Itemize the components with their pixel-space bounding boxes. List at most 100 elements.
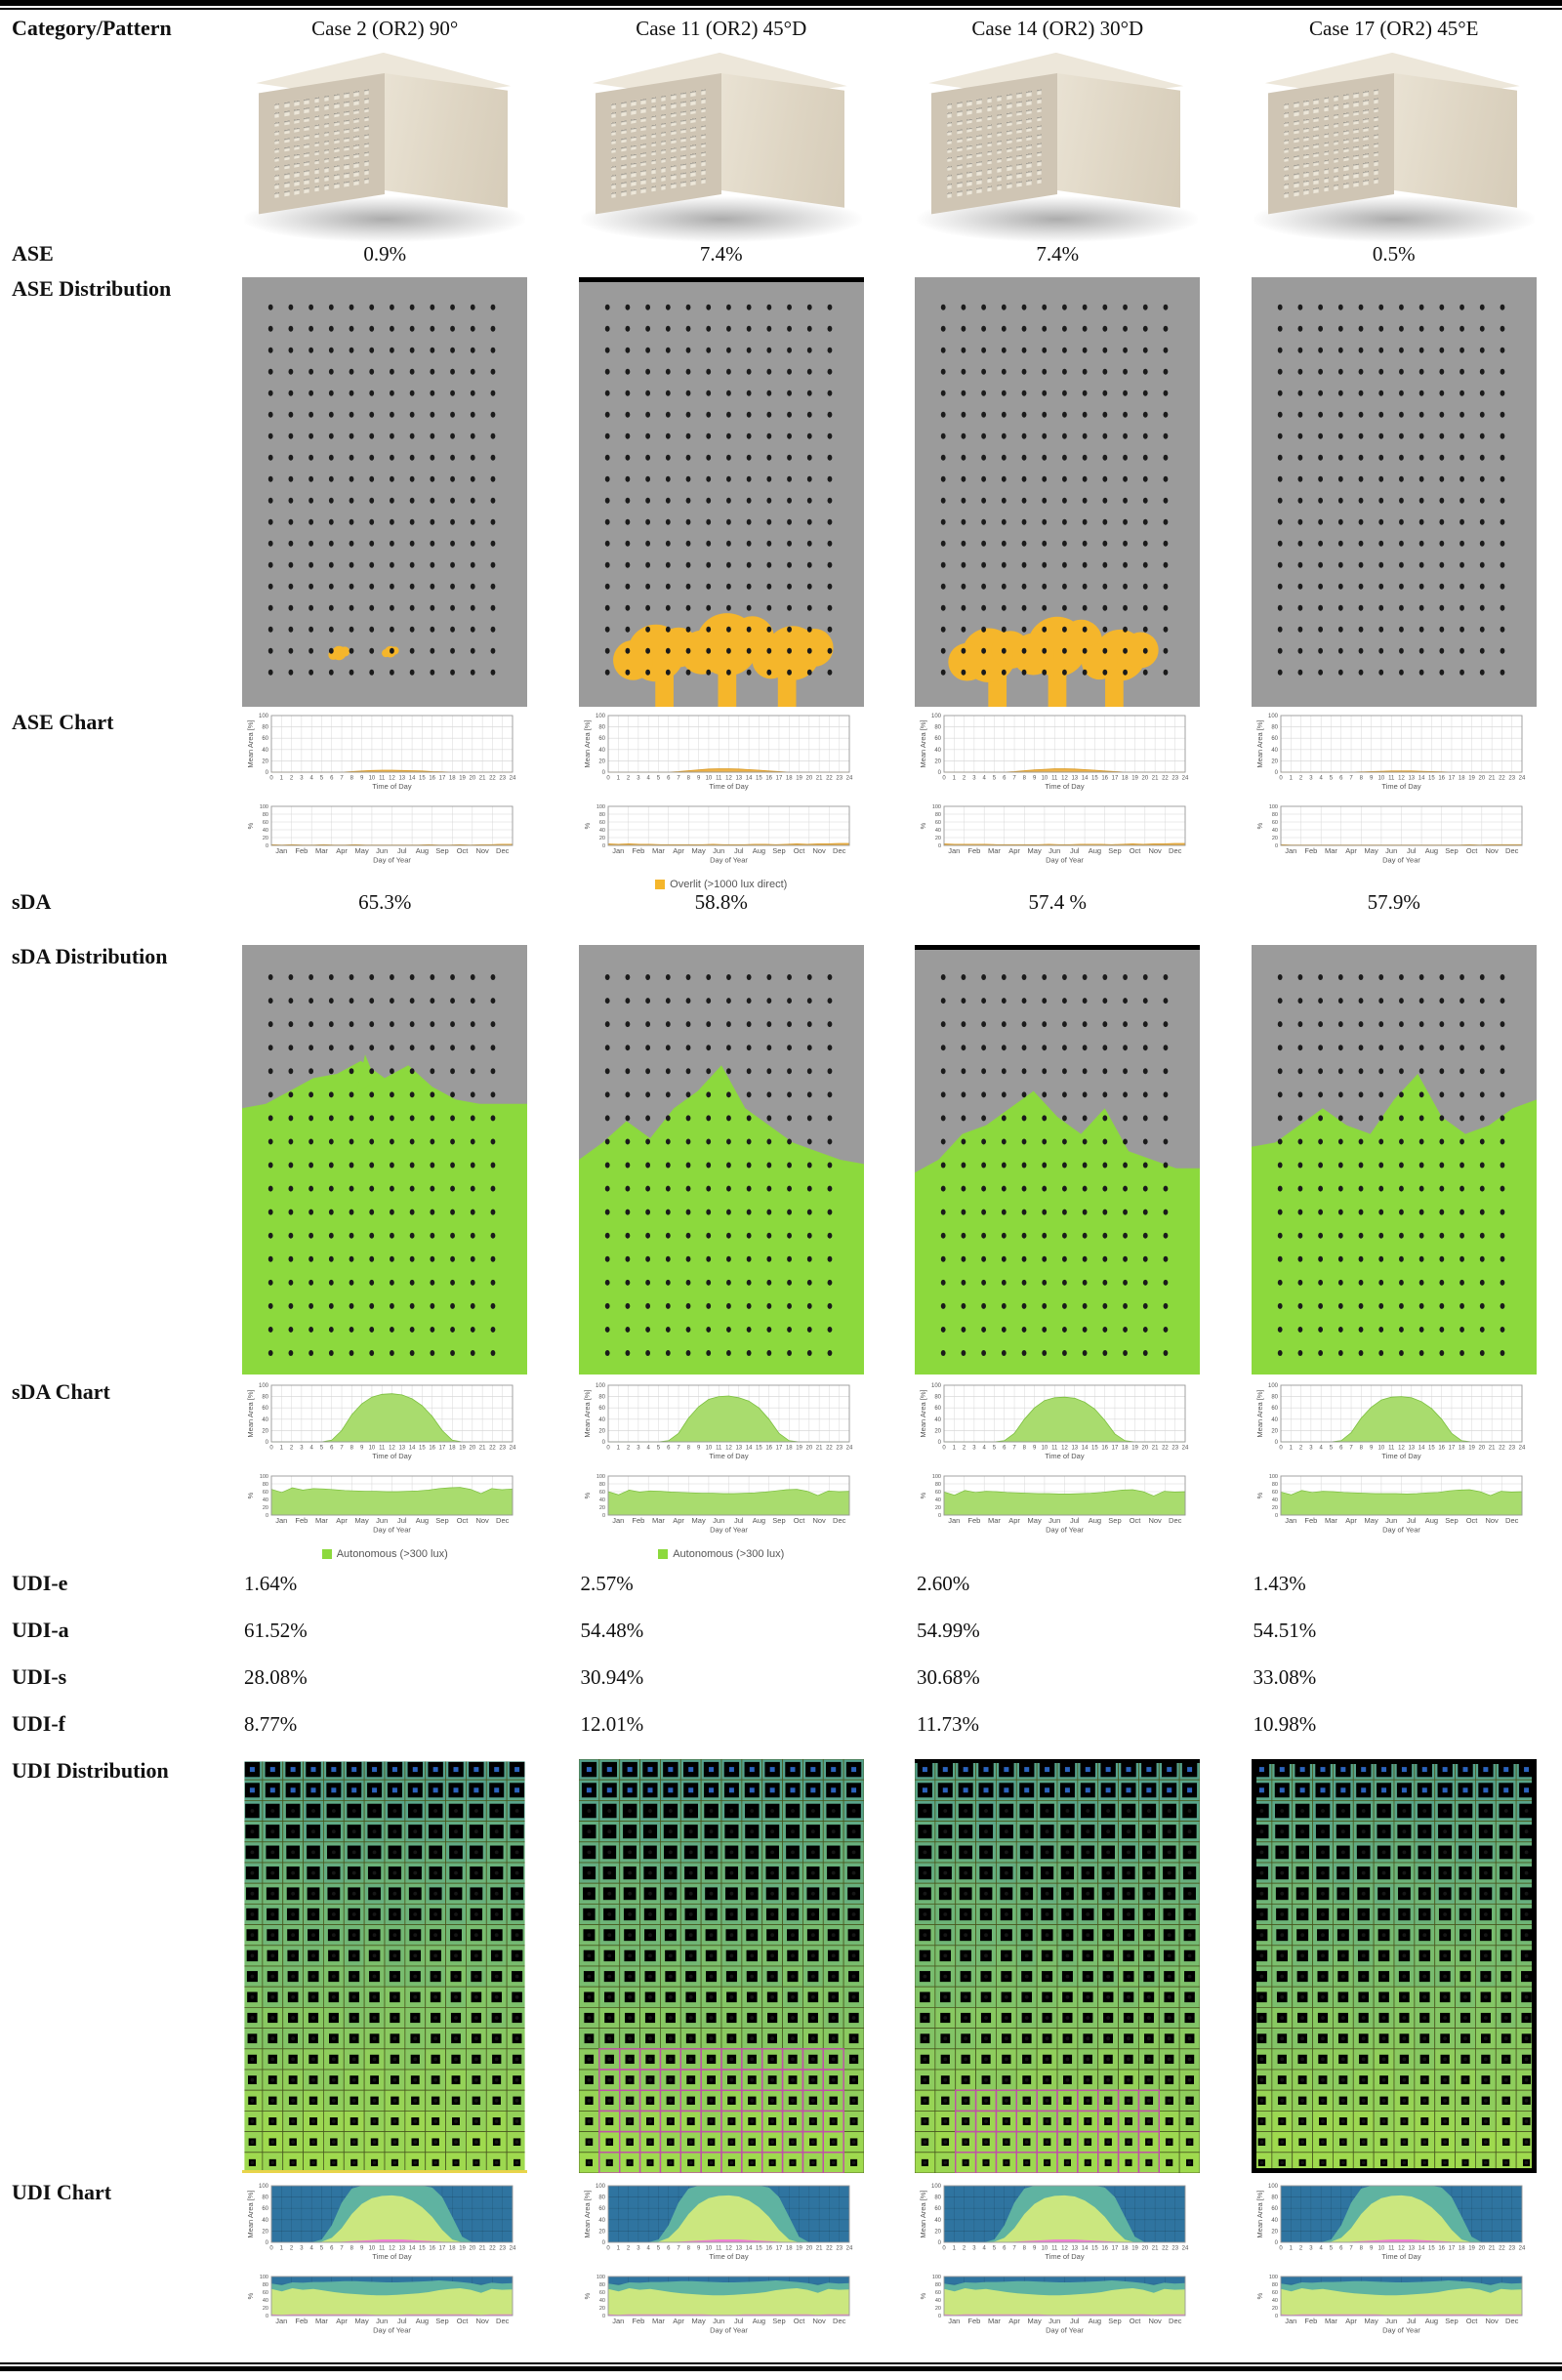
- svg-text:Jul: Jul: [397, 1516, 407, 1525]
- row-label-ase: ASE: [12, 241, 54, 266]
- sda-yearly-chart: 0 20 40 60 80 100 Jan Feb Mar Apr May Jun Jul Aug Sep O…: [919, 1474, 1186, 1535]
- window: [1302, 172, 1309, 178]
- window: [1007, 103, 1012, 109]
- window: [313, 106, 320, 112]
- window: [976, 152, 983, 158]
- svg-text:11: 11: [379, 776, 386, 782]
- window: [1036, 99, 1043, 104]
- svg-text:May: May: [1364, 1516, 1377, 1525]
- svg-text:8: 8: [1359, 776, 1363, 782]
- window: [957, 138, 963, 144]
- svg-text:100: 100: [931, 1383, 942, 1389]
- header-category-pattern: Category/Pattern: [0, 16, 217, 40]
- svg-text:12: 12: [1398, 776, 1405, 782]
- svg-text:5: 5: [320, 776, 324, 782]
- svg-text:6: 6: [1003, 1446, 1007, 1452]
- svg-text:9: 9: [1033, 1446, 1037, 1452]
- window: [1026, 180, 1033, 186]
- svg-text:60: 60: [1271, 736, 1278, 742]
- svg-text:80: 80: [1271, 725, 1278, 731]
- svg-text:Aug: Aug: [752, 1516, 764, 1525]
- window: [313, 124, 320, 130]
- window: [700, 179, 706, 185]
- window: [284, 138, 290, 144]
- svg-text:20: 20: [598, 1428, 605, 1434]
- window: [1342, 112, 1349, 118]
- svg-text:24: 24: [1182, 1446, 1189, 1452]
- window: [284, 120, 290, 126]
- window: [1373, 160, 1378, 167]
- ase-value: 7.4%: [1036, 242, 1080, 266]
- ase-value: 0.9%: [363, 242, 407, 266]
- header-row: Category/Pattern Case 2 (OR2) 90° Case 1…: [0, 10, 1562, 47]
- window: [1302, 154, 1309, 160]
- window: [1026, 144, 1033, 150]
- svg-text:40: 40: [263, 828, 268, 834]
- svg-text:16: 16: [765, 1446, 772, 1452]
- svg-text:10: 10: [705, 776, 712, 782]
- window: [1313, 135, 1319, 141]
- window: [620, 164, 627, 170]
- window: [274, 130, 280, 137]
- ase-distribution-map: [915, 277, 1201, 707]
- svg-text:40: 40: [935, 1498, 941, 1503]
- window: [363, 151, 370, 158]
- window: [650, 133, 656, 139]
- window: [957, 111, 963, 117]
- svg-text:Apr: Apr: [1008, 1516, 1020, 1525]
- svg-text:Jun: Jun: [1048, 1516, 1060, 1525]
- window: [1007, 156, 1012, 162]
- window: [324, 149, 330, 155]
- svg-text:18: 18: [1459, 1446, 1465, 1452]
- window: [353, 180, 360, 186]
- window: [660, 104, 667, 110]
- svg-text:17: 17: [439, 776, 446, 782]
- svg-text:15: 15: [756, 1446, 762, 1452]
- udi-a-value: 54.48%: [580, 1619, 644, 1642]
- svg-text:7: 7: [341, 776, 345, 782]
- window: [1007, 139, 1012, 144]
- window: [313, 150, 320, 157]
- window: [1313, 144, 1319, 149]
- window: [957, 146, 963, 152]
- svg-text:Aug: Aug: [416, 1516, 429, 1525]
- window: [679, 110, 686, 116]
- svg-text:Time of Day: Time of Day: [709, 782, 748, 791]
- window: [353, 100, 360, 106]
- window: [650, 124, 656, 130]
- window: [334, 121, 340, 127]
- svg-text:Apr: Apr: [1008, 846, 1020, 855]
- window: [650, 186, 656, 192]
- svg-text:Jun: Jun: [376, 846, 388, 855]
- window: [1283, 157, 1290, 163]
- window: [1363, 144, 1369, 150]
- svg-text:4: 4: [310, 776, 314, 782]
- window: [630, 172, 637, 178]
- sda-yearly-chart: 0 20 40 60 80 100 Jan Feb Mar Apr May Jun Jul Aug Sep O…: [583, 1474, 850, 1535]
- legend-swatch: [321, 1549, 332, 1559]
- window: [344, 119, 350, 125]
- window: [670, 147, 677, 153]
- window: [1373, 143, 1378, 148]
- svg-text:12: 12: [1061, 776, 1068, 782]
- svg-text:Feb: Feb: [296, 846, 308, 855]
- window: [1352, 145, 1359, 152]
- window: [1323, 115, 1329, 121]
- svg-text:14: 14: [1082, 1446, 1089, 1452]
- window: [630, 101, 637, 106]
- svg-text:80: 80: [935, 1482, 941, 1488]
- window: [1313, 99, 1319, 105]
- window: [274, 175, 280, 181]
- svg-text:Oct: Oct: [457, 846, 470, 855]
- window: [640, 99, 646, 105]
- svg-text:20: 20: [470, 776, 476, 782]
- window: [630, 189, 637, 195]
- svg-text:Oct: Oct: [793, 846, 805, 855]
- ase-distribution-map: [578, 277, 864, 707]
- window: [344, 128, 350, 134]
- window: [1302, 127, 1309, 133]
- svg-text:60: 60: [263, 820, 268, 826]
- svg-text:0: 0: [1279, 776, 1283, 782]
- window: [1352, 155, 1359, 161]
